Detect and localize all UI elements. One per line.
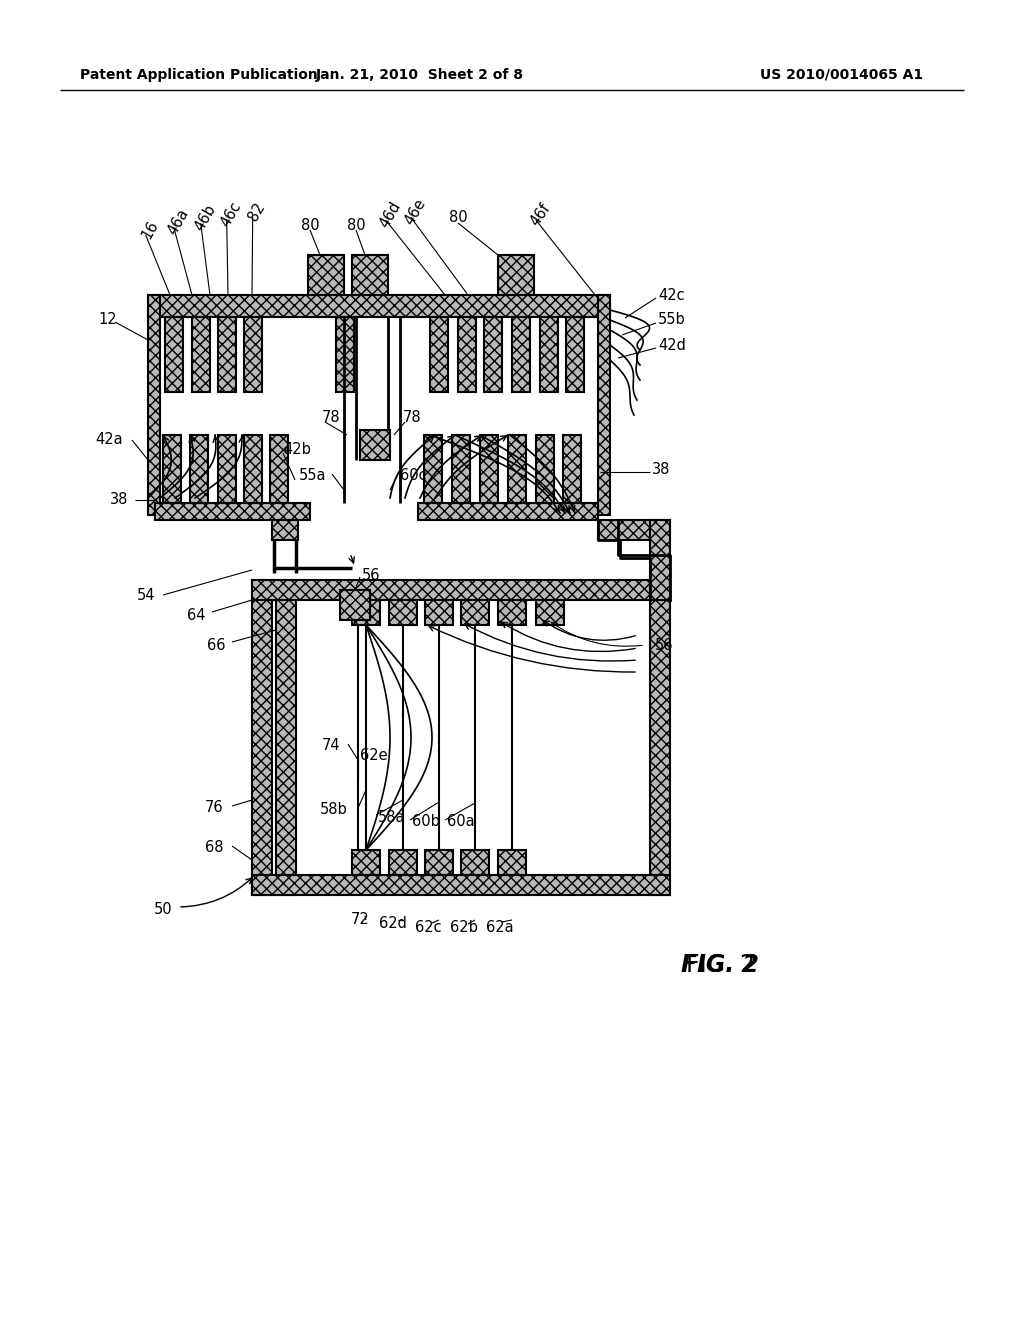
Bar bbox=[352, 850, 380, 875]
Text: 16: 16 bbox=[139, 218, 161, 242]
Text: 46f: 46f bbox=[527, 201, 553, 228]
Text: 68: 68 bbox=[205, 841, 223, 855]
Text: 46b: 46b bbox=[191, 202, 218, 234]
Bar bbox=[498, 850, 526, 875]
Bar bbox=[418, 503, 598, 520]
Text: Patent Application Publication: Patent Application Publication bbox=[80, 69, 317, 82]
Bar bbox=[270, 436, 288, 503]
Bar bbox=[484, 317, 502, 392]
Bar bbox=[536, 436, 554, 503]
Text: 62c: 62c bbox=[415, 920, 441, 935]
Bar bbox=[598, 294, 610, 515]
Text: 80: 80 bbox=[347, 218, 366, 232]
Bar bbox=[498, 601, 526, 624]
Text: 60c: 60c bbox=[400, 467, 427, 483]
Text: 56: 56 bbox=[655, 638, 674, 652]
Bar bbox=[480, 436, 498, 503]
Text: 12: 12 bbox=[98, 313, 118, 327]
Bar bbox=[425, 850, 453, 875]
Text: 46c: 46c bbox=[218, 199, 244, 230]
Text: 62b: 62b bbox=[451, 920, 478, 936]
Text: 80: 80 bbox=[449, 210, 467, 226]
Text: 72: 72 bbox=[350, 912, 370, 928]
Text: 42a: 42a bbox=[95, 433, 123, 447]
Bar bbox=[650, 579, 670, 895]
Bar bbox=[424, 436, 442, 503]
Bar bbox=[148, 294, 160, 515]
Bar bbox=[252, 579, 272, 895]
Bar bbox=[244, 436, 262, 503]
Text: 60b: 60b bbox=[412, 814, 440, 829]
Bar bbox=[458, 317, 476, 392]
Bar bbox=[598, 520, 670, 540]
Bar bbox=[360, 430, 390, 459]
Bar bbox=[536, 601, 564, 624]
Bar bbox=[193, 317, 210, 392]
Bar bbox=[276, 579, 296, 895]
Bar bbox=[430, 317, 449, 392]
Bar bbox=[336, 317, 354, 392]
Bar bbox=[148, 294, 610, 317]
Text: 58b: 58b bbox=[321, 803, 348, 817]
Text: FIG. 2: FIG. 2 bbox=[685, 953, 755, 977]
Bar bbox=[308, 255, 344, 294]
Text: 38: 38 bbox=[110, 492, 128, 507]
Bar bbox=[508, 436, 526, 503]
Text: 62d: 62d bbox=[379, 916, 407, 932]
Text: 66: 66 bbox=[207, 638, 225, 652]
Bar bbox=[563, 436, 581, 503]
Text: 56: 56 bbox=[362, 568, 381, 582]
Bar bbox=[650, 520, 670, 601]
Text: 46e: 46e bbox=[401, 197, 428, 227]
Text: 46a: 46a bbox=[165, 206, 191, 238]
Text: 55a: 55a bbox=[299, 467, 326, 483]
Bar bbox=[244, 317, 262, 392]
Bar bbox=[252, 579, 670, 601]
Text: 54: 54 bbox=[136, 587, 155, 602]
Text: 50: 50 bbox=[154, 903, 172, 917]
Bar bbox=[155, 503, 310, 520]
Bar bbox=[165, 317, 183, 392]
Text: 42c: 42c bbox=[658, 288, 685, 302]
Bar bbox=[163, 436, 181, 503]
Text: 38: 38 bbox=[652, 462, 671, 478]
Text: 58a: 58a bbox=[378, 810, 406, 825]
Bar bbox=[512, 317, 530, 392]
Text: 64: 64 bbox=[186, 607, 205, 623]
Text: 46d: 46d bbox=[377, 199, 403, 231]
Bar bbox=[352, 601, 380, 624]
Text: Jan. 21, 2010  Sheet 2 of 8: Jan. 21, 2010 Sheet 2 of 8 bbox=[316, 69, 524, 82]
Bar bbox=[340, 590, 370, 620]
Bar bbox=[566, 317, 584, 392]
Text: 55b: 55b bbox=[658, 313, 686, 327]
Text: US 2010/0014065 A1: US 2010/0014065 A1 bbox=[760, 69, 923, 82]
Bar bbox=[389, 601, 417, 624]
Text: 42d: 42d bbox=[658, 338, 686, 352]
Bar bbox=[352, 255, 388, 294]
Text: 80: 80 bbox=[301, 218, 319, 232]
Bar bbox=[389, 850, 417, 875]
Text: 76: 76 bbox=[205, 800, 223, 816]
Text: 74: 74 bbox=[322, 738, 340, 752]
Bar bbox=[272, 520, 298, 540]
Bar bbox=[461, 850, 489, 875]
Bar bbox=[218, 317, 236, 392]
Bar bbox=[498, 255, 534, 294]
Text: FIG. 2: FIG. 2 bbox=[681, 953, 759, 977]
Text: 78: 78 bbox=[322, 411, 341, 425]
Text: 60a: 60a bbox=[447, 814, 475, 829]
Text: 62e: 62e bbox=[360, 747, 388, 763]
Bar bbox=[252, 875, 670, 895]
Text: 78: 78 bbox=[403, 411, 422, 425]
Bar bbox=[461, 601, 489, 624]
Text: 62a: 62a bbox=[486, 920, 514, 935]
Bar bbox=[425, 601, 453, 624]
Bar bbox=[218, 436, 236, 503]
Text: 42b: 42b bbox=[283, 442, 311, 458]
Bar bbox=[452, 436, 470, 503]
Bar bbox=[540, 317, 558, 392]
Text: 82: 82 bbox=[246, 201, 268, 224]
Bar bbox=[190, 436, 208, 503]
